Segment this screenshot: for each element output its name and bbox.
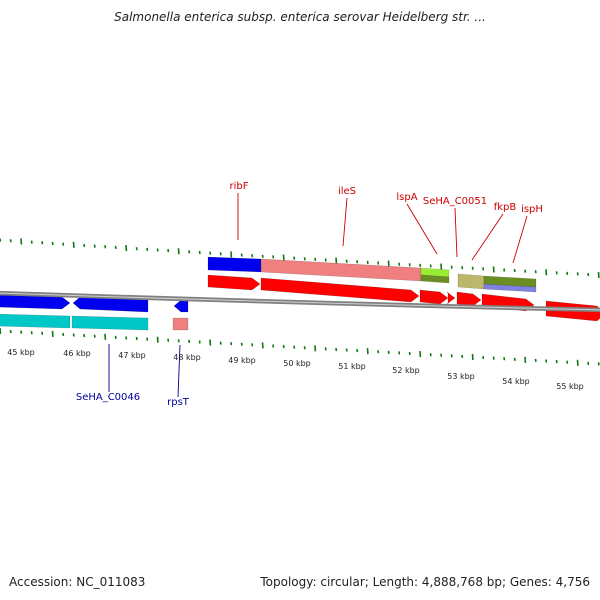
feature-lspA-class-2[interactable] xyxy=(420,274,450,284)
gene-label-ribF[interactable]: ribF xyxy=(230,181,249,192)
gene-SeHA_C0046[interactable] xyxy=(72,296,149,313)
accession-text: Accession: NC_011083 xyxy=(9,575,146,589)
kbp-label: 46 kbp xyxy=(63,349,91,358)
kbp-label: 53 kbp xyxy=(447,372,475,381)
feature-left-1-class[interactable] xyxy=(0,313,71,329)
gene-label-ispH[interactable]: ispH xyxy=(521,204,543,215)
backbone-highlight xyxy=(0,292,600,311)
feature-fkpB-class[interactable] xyxy=(457,273,485,290)
gene-label-fkpB[interactable]: fkpB xyxy=(494,202,517,213)
leader-line xyxy=(406,203,438,255)
gene-ribF[interactable] xyxy=(207,274,261,291)
gene-SeHA_C0051[interactable] xyxy=(446,291,456,305)
kbp-label: 48 kbp xyxy=(173,353,201,362)
feature-rpsT-class[interactable] xyxy=(172,317,189,331)
leader-line xyxy=(454,207,458,258)
gene-label-lspA[interactable]: lspA xyxy=(396,192,417,203)
leader-line xyxy=(471,213,504,261)
gene-label-SeHA_C0051[interactable]: SeHA_C0051 xyxy=(423,196,487,207)
feature-SeHA_C0046-class[interactable] xyxy=(71,315,149,331)
feature-track xyxy=(0,256,600,331)
gene-label-rpsT[interactable]: rpsT xyxy=(167,397,190,408)
kbp-label: 49 kbp xyxy=(228,356,256,365)
tick-row-bottom xyxy=(0,327,600,366)
kbp-label: 52 kbp xyxy=(392,366,420,375)
kbp-scale: 45 kbp 46 kbp 47 kbp 48 kbp 49 kbp 50 kbp 51 k… xyxy=(7,348,584,391)
kbp-label: 51 kbp xyxy=(338,362,366,371)
gene-ileS[interactable] xyxy=(260,277,420,303)
kbp-label: 45 kbp xyxy=(7,348,35,357)
gene-lspA[interactable] xyxy=(419,289,449,305)
feature-ribF-class[interactable] xyxy=(207,256,262,273)
gene-rpsT[interactable] xyxy=(173,299,189,313)
leader-line xyxy=(512,215,528,264)
gene-label-layer: ribF ileS lspA SeHA_C0051 fkpB ispH SeHA_C0046… xyxy=(76,181,543,408)
tick-row-top xyxy=(0,238,600,279)
map-title: Salmonella enterica subsp. enterica sero… xyxy=(114,10,486,24)
genome-summary: Topology: circular; Length: 4,888,768 bp… xyxy=(260,575,590,589)
kbp-label: 54 kbp xyxy=(502,377,530,386)
leader-line xyxy=(342,197,348,247)
gene-fkpB[interactable] xyxy=(456,291,482,307)
feature-ispH-class-2[interactable] xyxy=(483,283,537,293)
backbone xyxy=(0,290,600,313)
kbp-label: 47 kbp xyxy=(118,351,146,360)
gene-label-ileS[interactable]: ileS xyxy=(338,186,356,197)
feature-ileS-class[interactable] xyxy=(260,258,422,282)
leader-line xyxy=(177,344,181,398)
kbp-label: 50 kbp xyxy=(283,359,311,368)
kbp-label: 55 kbp xyxy=(556,382,584,391)
gene-label-SeHA_C0046[interactable]: SeHA_C0046 xyxy=(76,392,140,403)
